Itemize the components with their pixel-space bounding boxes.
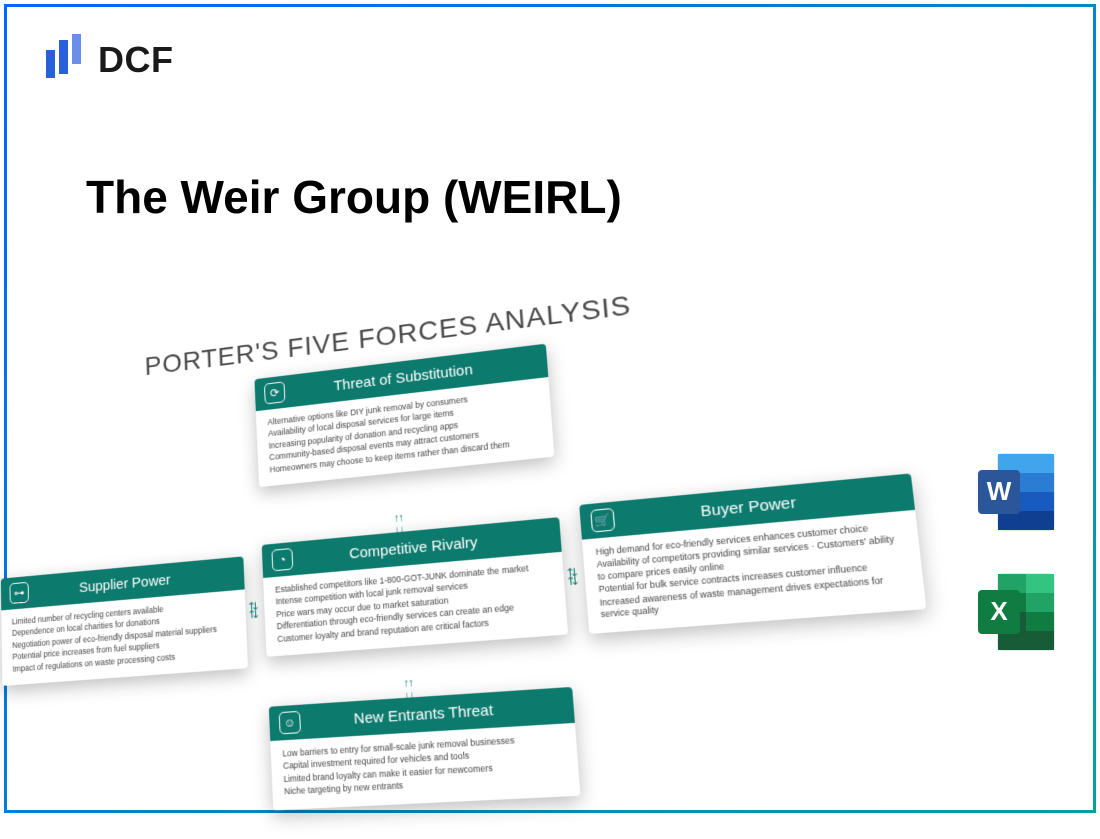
excel-letter: X [990,596,1008,626]
connector-arrows-icon: ⇄⇄ [247,601,260,618]
card-supplier: ⊶ Supplier Power Limited number of recyc… [1,556,248,686]
connector-arrows-icon: ↑↑↓↓ [403,677,414,702]
refresh-icon: ⟳ [264,381,285,404]
word-file-icon[interactable]: W [972,448,1060,536]
file-download-icons: W X [972,448,1060,656]
link-icon: ⊶ [9,582,28,604]
card-buyer: 🛒 Buyer Power High demand for eco-friend… [579,473,926,633]
excel-file-icon[interactable]: X [972,568,1060,656]
dcf-bars-icon [46,34,88,86]
connector-arrows-icon: ⇄⇄ [565,567,580,585]
gauge-icon: ◔ [271,548,293,571]
word-letter: W [987,476,1012,506]
card-rivalry: ◔ Competitive Rivalry Established compet… [262,517,568,657]
brand-name: DCF [98,39,174,81]
card-entrants: ☺ New Entrants Threat Low barriers to en… [269,687,581,810]
brand-logo: DCF [46,34,174,86]
connector-arrows-icon: ↑↑↓↓ [394,512,404,537]
cart-icon: 🛒 [590,508,615,533]
page-title: The Weir Group (WEIRL) [86,170,622,224]
card-substitution: ⟳ Threat of Substitution Alternative opt… [254,344,554,488]
person-icon: ☺ [279,711,301,735]
